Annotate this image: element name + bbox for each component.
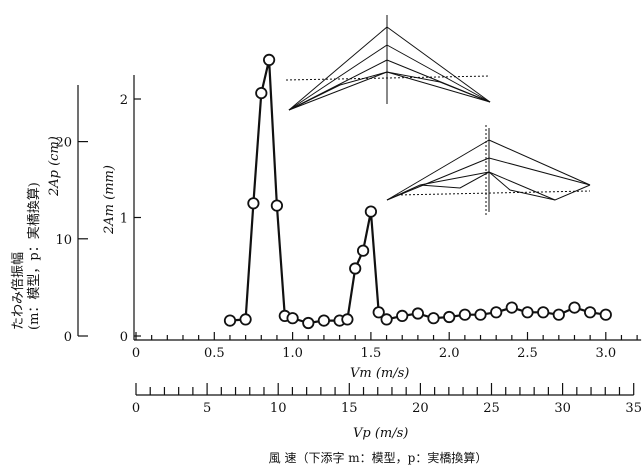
left-y-tick-label: 10 xyxy=(55,233,72,248)
left-y-label-line1: たわみ倍振幅 xyxy=(11,252,26,330)
data-point xyxy=(505,301,518,314)
data-point xyxy=(302,316,315,330)
vp-tick-label: 30 xyxy=(554,401,571,416)
data-point xyxy=(521,306,534,319)
data-point xyxy=(255,87,268,100)
vp-tick-label: 15 xyxy=(341,401,358,416)
left-y-tick-label: 20 xyxy=(55,136,72,151)
data-point xyxy=(568,301,581,314)
inner-y-label: 2Am (mm) xyxy=(102,165,117,235)
data-point xyxy=(396,309,409,322)
vm-x-axis: 0 0.5 1.0 1.5 2.0 2.5 3.0 xyxy=(132,332,642,361)
vp-tick-label: 5 xyxy=(203,401,211,416)
data-point xyxy=(583,306,597,319)
data-point xyxy=(411,307,424,320)
vm-tick-label: 2.5 xyxy=(517,346,538,361)
data-point xyxy=(380,313,393,326)
data-point xyxy=(372,306,385,319)
data-point xyxy=(356,244,370,257)
data-point xyxy=(474,308,487,321)
vp-x-label: Vp (m/s) xyxy=(353,426,408,441)
data-point xyxy=(223,314,237,327)
vp-x-axis: 0 5 10 15 20 25 30 35 xyxy=(132,383,642,416)
mode-shape-sketch-2 xyxy=(386,125,591,215)
data-point xyxy=(458,308,471,321)
mode-shape-sketch-1 xyxy=(285,15,491,111)
data-point xyxy=(270,199,283,212)
inner-y-tick-label: 0 xyxy=(120,330,128,345)
left-y-tick-label: 0 xyxy=(64,330,72,345)
vp-tick-label: 35 xyxy=(625,401,642,416)
vm-tick-label: 0.5 xyxy=(204,346,225,361)
data-point xyxy=(490,306,503,319)
vm-tick-label: 2.0 xyxy=(439,346,460,361)
data-point xyxy=(247,197,260,210)
wind-speed-caption: 風 速（下添字 m：模型，p：実橋換算） xyxy=(269,450,488,465)
data-point xyxy=(262,53,276,67)
inner-y-tick-label: 2 xyxy=(120,93,128,108)
data-point xyxy=(427,312,440,325)
vm-x-label: Vm (m/s) xyxy=(350,366,409,381)
data-point xyxy=(286,312,299,325)
amplitude-series xyxy=(223,53,612,330)
vm-tick-label: 3.0 xyxy=(595,346,616,361)
data-point xyxy=(239,313,252,326)
data-point xyxy=(317,314,330,327)
data-point xyxy=(341,313,354,326)
left-y-label-line2: (m：模型，p：実橋換算) xyxy=(26,182,42,330)
vm-tick-label: 0 xyxy=(132,346,140,361)
data-point xyxy=(443,310,456,324)
left-y-axis: 0 10 20 xyxy=(55,85,88,345)
data-point xyxy=(349,262,362,275)
data-point xyxy=(537,306,550,319)
data-point xyxy=(599,308,612,321)
vp-tick-label: 25 xyxy=(483,401,500,416)
inner-y-tick-label: 1 xyxy=(120,212,128,227)
vp-tick-label: 10 xyxy=(270,401,287,416)
vp-tick-label: 0 xyxy=(132,401,140,416)
left-y-label-line3: 2Ap (cm) xyxy=(47,136,62,197)
vp-tick-label: 20 xyxy=(412,401,429,416)
data-point xyxy=(552,308,565,321)
inner-y-axis: 0 1 2 xyxy=(120,75,141,345)
vm-tick-label: 1.0 xyxy=(282,346,303,361)
data-point xyxy=(364,205,377,218)
vm-tick-label: 1.5 xyxy=(361,346,382,361)
